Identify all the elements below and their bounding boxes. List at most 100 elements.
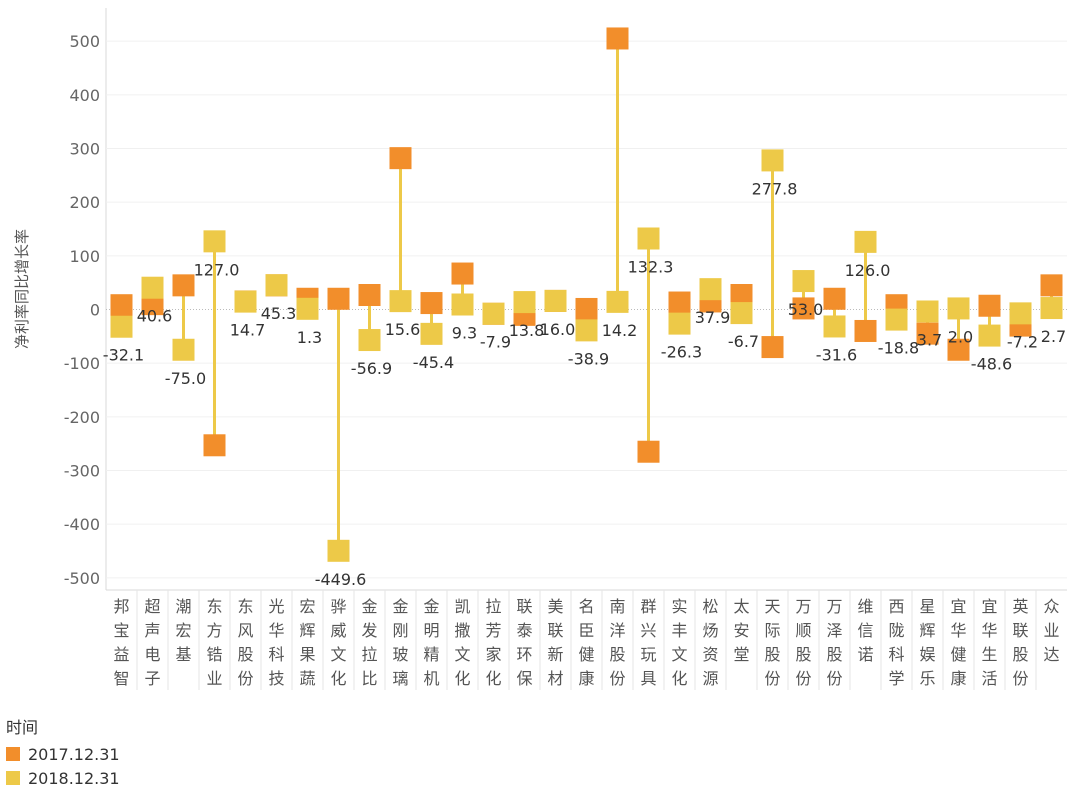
marker-2018 xyxy=(420,322,443,345)
category-label: 金发拉比 xyxy=(361,597,377,688)
marker-2017 xyxy=(420,292,443,315)
marker-2018 xyxy=(389,290,412,313)
category-label: 众业达 xyxy=(1043,597,1059,664)
category-label: 东方锆业 xyxy=(206,597,222,688)
category-label: 万顺股份 xyxy=(795,597,811,688)
data-label: -449.6 xyxy=(315,570,367,589)
marker-2017 xyxy=(1040,274,1063,297)
data-label: 3.7 xyxy=(917,330,942,349)
category-label: 西陇科学 xyxy=(888,597,904,688)
marker-2018 xyxy=(1009,302,1032,325)
marker-2018 xyxy=(885,308,908,331)
data-label: 16.0 xyxy=(540,320,576,339)
data-label: 126.0 xyxy=(845,261,891,280)
marker-2018 xyxy=(668,312,691,335)
data-label: 127.0 xyxy=(194,260,240,279)
marker-2018 xyxy=(544,289,567,312)
y-tick-label: 400 xyxy=(69,86,100,105)
legend-label-2017: 2017.12.31 xyxy=(28,744,120,764)
marker-2017 xyxy=(978,294,1001,317)
category-label: 南洋股份 xyxy=(609,597,625,688)
category-label: 凯撒文化 xyxy=(454,597,470,688)
data-label: -75.0 xyxy=(165,369,206,388)
category-label: 维信诺 xyxy=(857,597,873,664)
data-label: 2.7 xyxy=(1041,327,1066,346)
data-label: 132.3 xyxy=(628,257,674,276)
marker-2018 xyxy=(451,293,474,316)
y-tick-label: 100 xyxy=(69,247,100,266)
legend-label-2018: 2018.12.31 xyxy=(28,768,120,788)
data-label: 14.7 xyxy=(230,321,266,340)
marker-2018 xyxy=(730,302,753,325)
marker-2018 xyxy=(699,278,722,301)
marker-2017 xyxy=(327,287,350,310)
category-label: 潮宏基 xyxy=(175,597,191,664)
marker-2018 xyxy=(916,300,939,323)
legend: 时间 2017.12.31 2018.12.31 xyxy=(6,714,120,790)
marker-2018 xyxy=(234,290,257,313)
y-tick-label: 200 xyxy=(69,193,100,212)
marker-2018 xyxy=(482,302,505,325)
marker-2018 xyxy=(265,274,288,297)
marker-2017 xyxy=(358,284,381,307)
data-label: -26.3 xyxy=(661,343,702,362)
marker-2018 xyxy=(575,319,598,342)
marker-2018 xyxy=(978,324,1001,347)
data-label: 15.6 xyxy=(385,320,421,339)
marker-2018 xyxy=(110,315,133,338)
data-label: 13.8 xyxy=(509,321,545,340)
marker-2018 xyxy=(172,338,195,361)
marker-2017 xyxy=(668,291,691,314)
category-label: 实丰文化 xyxy=(671,597,687,688)
marker-2018 xyxy=(1040,297,1063,320)
legend-swatch-2018 xyxy=(6,771,20,785)
legend-item-2017[interactable]: 2017.12.31 xyxy=(6,742,120,766)
y-tick-label: 500 xyxy=(69,32,100,51)
category-label: 骅威文化 xyxy=(330,597,346,688)
marker-2017 xyxy=(172,274,195,297)
marker-2017 xyxy=(823,287,846,310)
legend-title: 时间 xyxy=(6,718,39,737)
marker-2017 xyxy=(730,284,753,307)
category-label: 名臣健康 xyxy=(578,597,594,688)
data-label: -31.6 xyxy=(816,345,857,364)
marker-2018 xyxy=(823,315,846,338)
category-label: 超声电子 xyxy=(144,597,160,688)
marker-2018 xyxy=(327,539,350,562)
data-label: -48.6 xyxy=(971,355,1012,374)
data-label: -18.8 xyxy=(878,339,919,358)
y-tick-label: -400 xyxy=(64,515,100,534)
marker-2017 xyxy=(792,297,815,320)
marker-2017 xyxy=(637,440,660,463)
marker-2017 xyxy=(947,338,970,361)
data-label: -56.9 xyxy=(351,359,392,378)
category-label: 松炀资源 xyxy=(702,597,718,688)
marker-2018 xyxy=(141,276,164,299)
marker-2018 xyxy=(296,297,319,320)
y-axis-title: 净利率同比增长率 xyxy=(13,229,31,349)
marker-2018 xyxy=(606,290,629,313)
marker-2018 xyxy=(854,230,877,253)
marker-2017 xyxy=(451,262,474,285)
category-label: 东风股份 xyxy=(237,597,253,688)
data-label: -32.1 xyxy=(103,346,144,365)
data-label: -6.7 xyxy=(728,332,759,351)
category-label: 星辉娱乐 xyxy=(919,597,935,688)
marker-2017 xyxy=(606,27,629,50)
data-label: 2.0 xyxy=(948,327,973,346)
y-tick-label: 0 xyxy=(90,301,100,320)
legend-item-2018[interactable]: 2018.12.31 xyxy=(6,766,120,790)
marker-2018 xyxy=(761,149,784,172)
category-label: 天际股份 xyxy=(764,597,780,688)
data-label: 277.8 xyxy=(752,179,798,198)
legend-swatch-2017 xyxy=(6,747,20,761)
marker-2017 xyxy=(854,319,877,342)
marker-2018 xyxy=(358,329,381,352)
marker-2017 xyxy=(389,147,412,170)
category-label: 宏辉果蔬 xyxy=(299,597,315,688)
category-label: 群兴玩具 xyxy=(640,597,656,688)
category-label: 宜华生活 xyxy=(981,597,997,688)
data-label: 40.6 xyxy=(137,307,173,326)
data-label: 9.3 xyxy=(452,324,477,343)
